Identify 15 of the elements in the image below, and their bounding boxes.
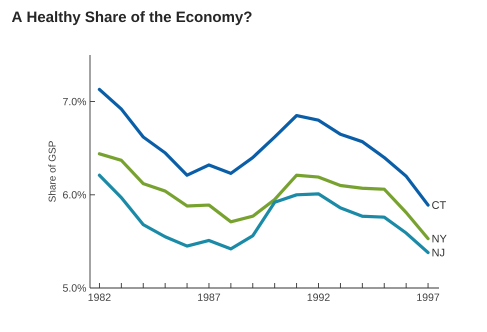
line-series	[98, 174, 430, 254]
x-tick-label: 1992	[308, 294, 330, 301]
x-tick-label: 1997	[417, 294, 440, 301]
series-label: NY	[432, 234, 447, 242]
y-axis-title: Share of GSP	[48, 141, 56, 202]
y-tick-label: 5.0%	[62, 284, 86, 292]
y-tick-label: 7.0%	[63, 98, 86, 106]
series-label: NJ	[432, 248, 444, 256]
chart-title: A Healthy Share of the Economy?	[12, 11, 252, 26]
line-series	[98, 152, 430, 240]
series-label: CT	[432, 201, 446, 209]
x-tick-label: 1987	[198, 294, 220, 301]
y-tick-label: 6.0%	[63, 191, 86, 199]
x-tick-label: 1982	[88, 294, 111, 301]
line-series	[98, 88, 430, 207]
